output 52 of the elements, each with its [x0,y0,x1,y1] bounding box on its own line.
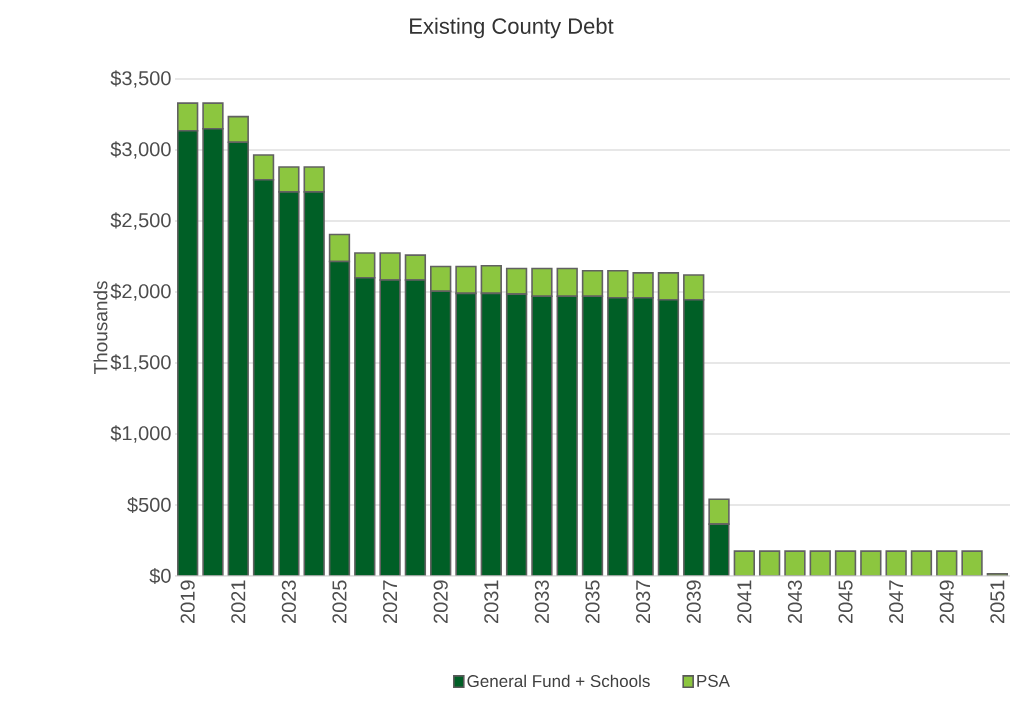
y-tick-label: $2,500 [110,212,171,230]
x-tick-label: 2035 [585,580,600,624]
x-tick-label: 2043 [787,580,802,624]
bar [380,279,400,576]
bar [582,296,603,576]
x-tick-label: 2023 [281,580,296,624]
bar [430,291,451,576]
x-tick-label: 2027 [383,580,398,624]
x-tick-label: 2045 [838,580,853,624]
legend-label: PSA [697,674,730,687]
bar [177,130,198,576]
bar [203,128,223,576]
bar [658,299,679,576]
x-tick-label: 2019 [180,580,195,624]
y-tick-label: $2,000 [110,283,171,301]
x-tick-label: 2047 [889,580,904,624]
chart-title: Existing County Debt [410,17,614,39]
bar [279,191,299,576]
y-tick-label: $500 [127,496,171,514]
x-tick-label: 2039 [686,580,701,624]
bar [304,191,325,576]
bar [607,297,628,576]
y-tick-label: $3,000 [110,141,171,159]
x-tick-label: 2029 [433,580,448,624]
x-tick-label: 2021 [231,580,246,624]
x-tick-label: 2031 [484,580,499,624]
bar [329,261,350,576]
x-tick-label: 2051 [990,580,1005,624]
x-tick-label: 2033 [534,580,549,624]
x-tick-label: 2037 [636,580,651,624]
bar [481,293,502,576]
bar [683,299,704,576]
bar [456,293,476,576]
x-tick-label: 2049 [939,580,954,624]
bar [557,296,578,576]
bar [506,294,527,576]
bar [532,296,552,576]
legend-label: General Fund + Schools [467,674,650,688]
x-tick-label: 2041 [737,580,752,624]
y-tick-label: $1,500 [110,354,171,372]
bar [581,269,604,298]
y-tick-label: $3,500 [110,70,171,88]
bar [633,297,653,576]
y-tick-label: $1,000 [110,425,171,443]
bar [253,179,274,576]
y-axis-title: Thousands [93,281,108,375]
bar [328,233,351,263]
y-tick-label: $0 [149,567,171,585]
bar [228,142,249,576]
x-tick-label: 2025 [332,580,347,624]
bar [405,279,426,576]
bar [354,277,375,576]
